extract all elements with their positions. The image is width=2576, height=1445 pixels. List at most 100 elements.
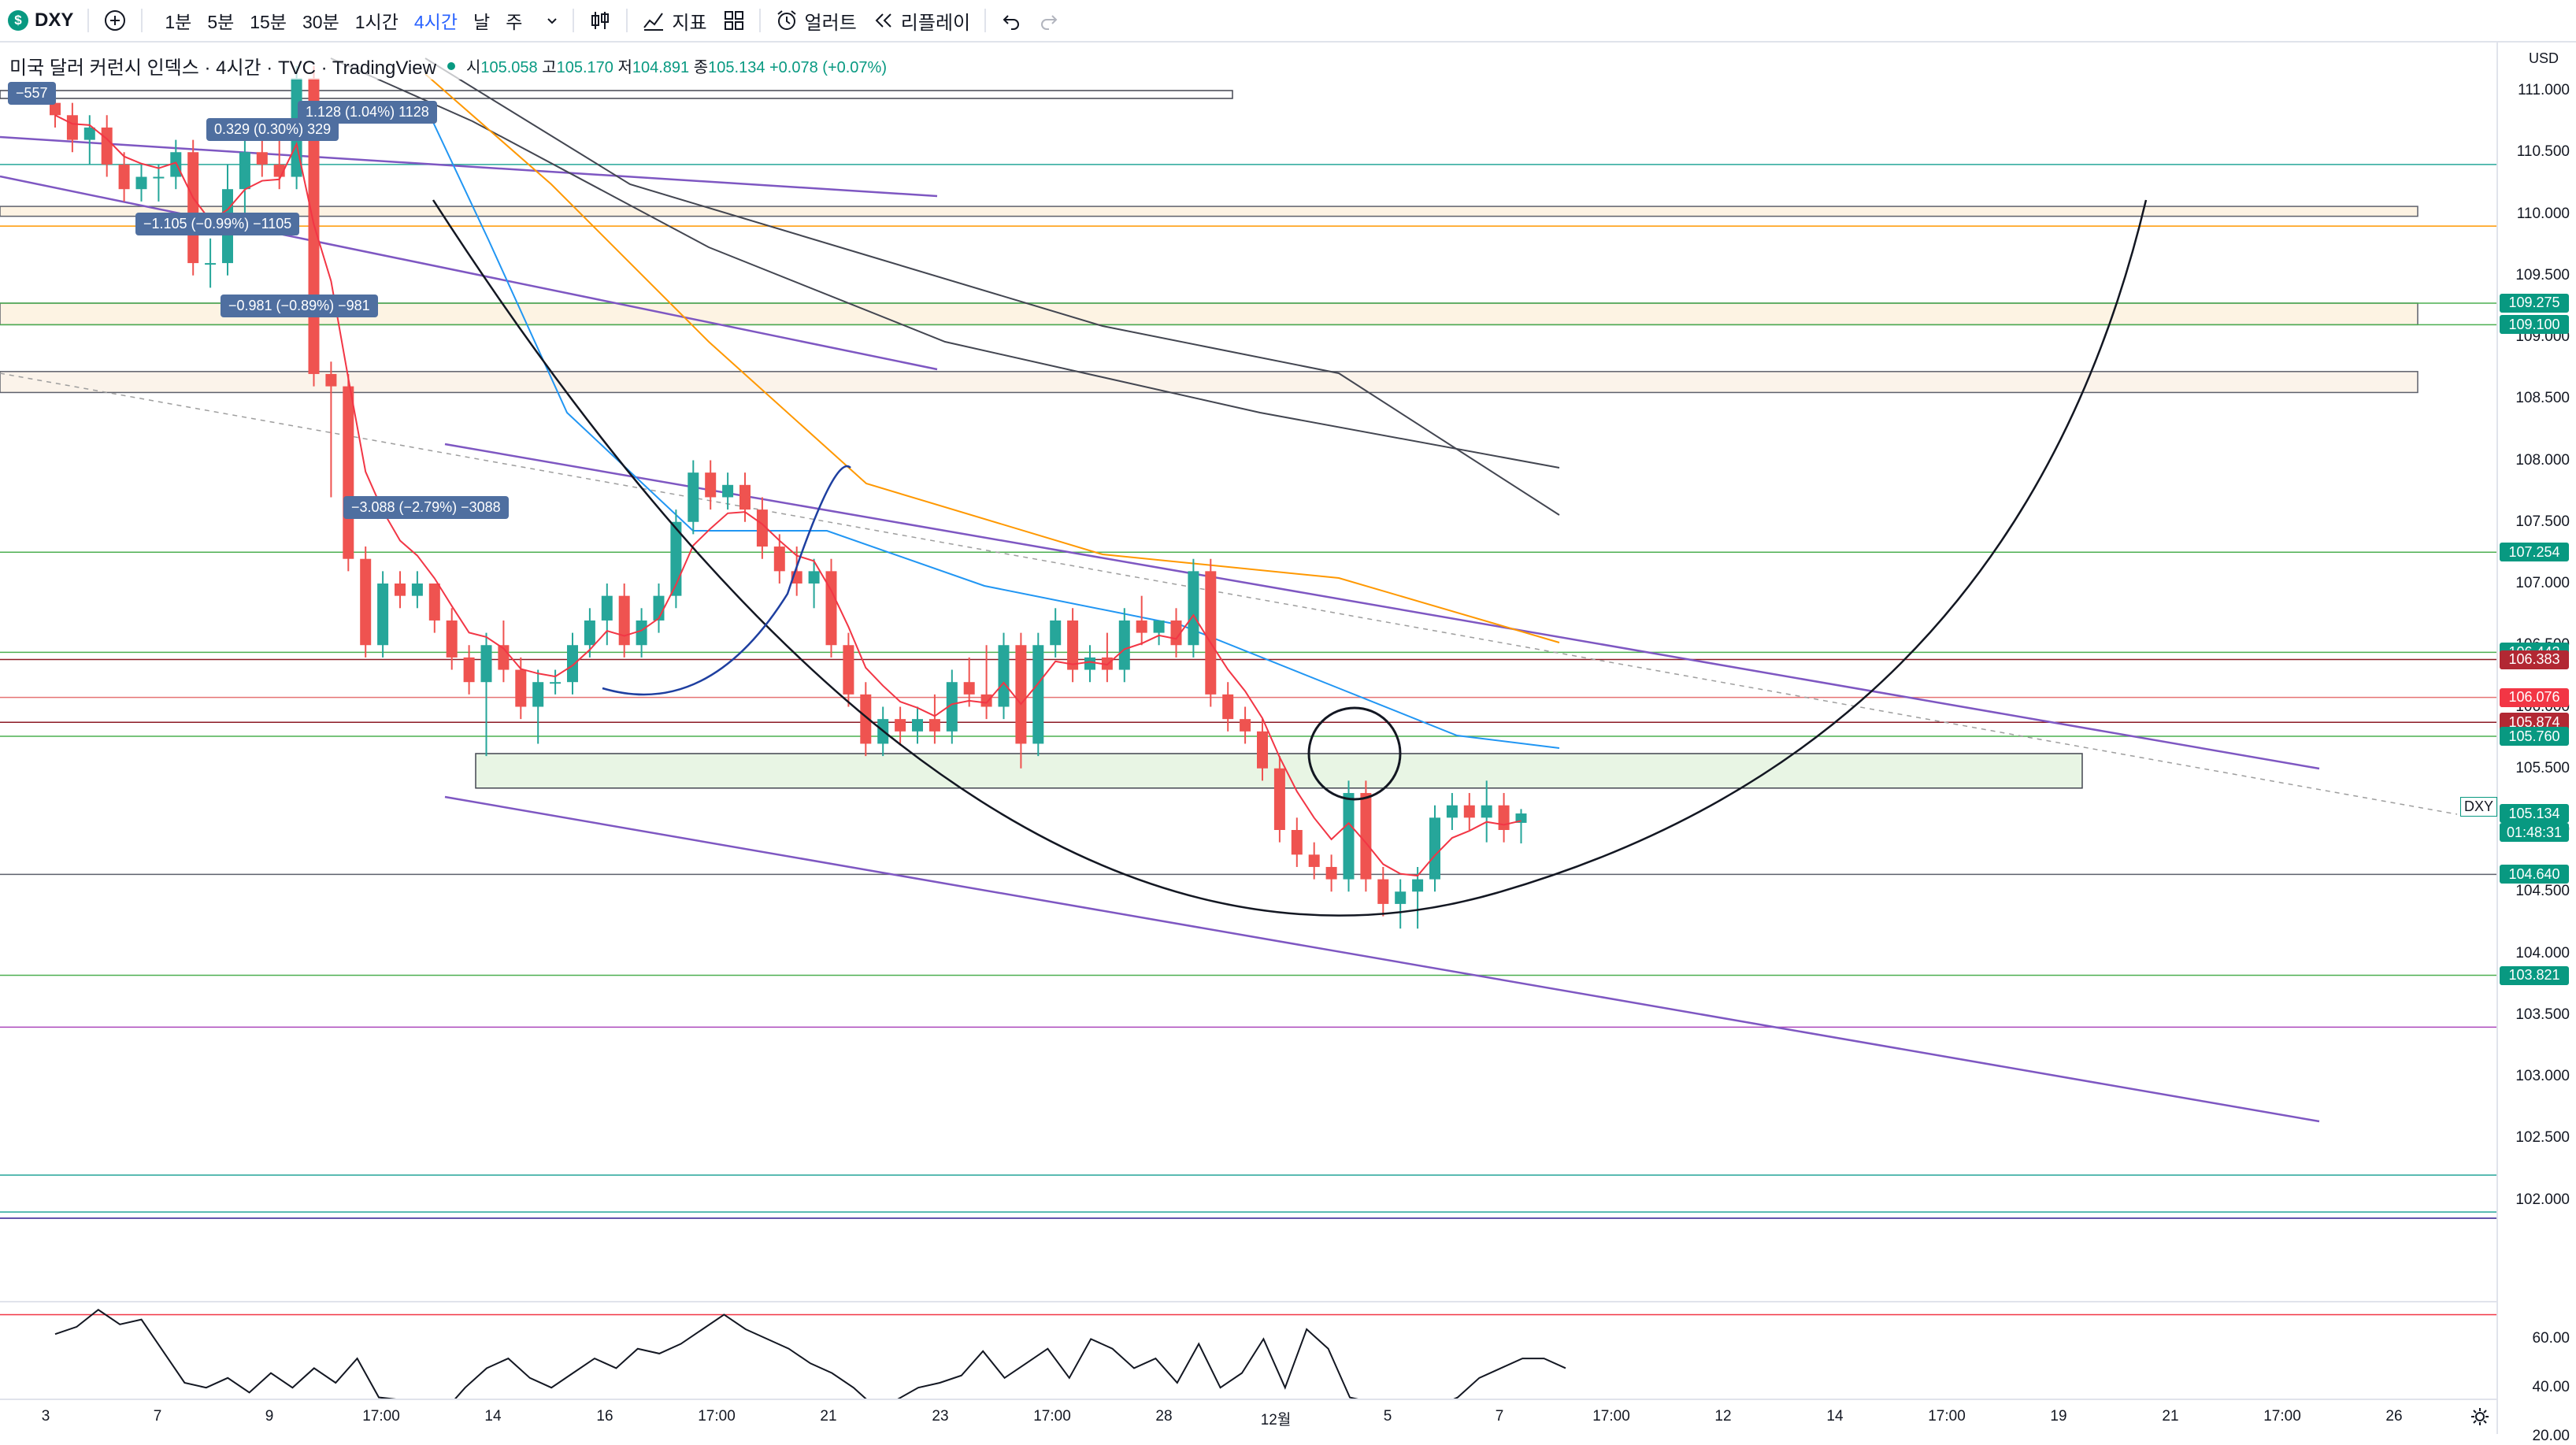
market-status-icon <box>447 61 455 70</box>
candle-body <box>1325 866 1337 880</box>
price-tick: 110.500 <box>2516 143 2570 161</box>
rsi-tick: 20.00 <box>2532 1428 2570 1444</box>
candle-body <box>739 484 751 510</box>
candle-body <box>256 152 268 165</box>
time-tick: 12 <box>1714 1408 1732 1425</box>
chevron-down-icon <box>547 18 558 24</box>
layouts-button[interactable] <box>715 0 753 41</box>
candle-body <box>325 373 337 387</box>
candle-body <box>808 571 820 584</box>
alarm-clock-icon <box>777 10 796 30</box>
candle-body <box>998 645 1010 707</box>
interval-5분[interactable]: 5분 <box>207 12 235 32</box>
open-key: 시 <box>465 59 481 76</box>
candle-body <box>83 127 95 140</box>
interval-1분[interactable]: 1분 <box>165 12 192 32</box>
candle-body <box>1205 571 1217 695</box>
interval-selector: 1분 5분 15분 30분 1시간 4시간 날 주 <box>149 0 538 41</box>
candle-body <box>377 584 389 646</box>
candle-body <box>1240 719 1251 732</box>
dollar-icon: $ <box>8 10 28 31</box>
candle-body <box>756 509 768 547</box>
interval-4시간[interactable]: 4시간 <box>413 12 458 32</box>
candle-body <box>1222 694 1234 720</box>
candle-body <box>135 176 147 190</box>
candle-body <box>1343 793 1355 880</box>
candle-body <box>153 176 165 179</box>
candle-body <box>1463 805 1475 818</box>
price-tick: 102.000 <box>2515 1191 2570 1208</box>
rsi-pane-separator[interactable] <box>0 1301 2496 1302</box>
price-tick: 104.000 <box>2515 944 2570 961</box>
measure-label[interactable]: −557 <box>8 82 56 105</box>
candle-body <box>1308 854 1320 867</box>
measure-label[interactable]: 0.329 (0.30%) 329 <box>206 118 339 141</box>
chart-type-button[interactable] <box>580 0 620 41</box>
time-tick: 17:00 <box>2263 1408 2301 1425</box>
time-tick: 14 <box>484 1408 502 1425</box>
interval-30분[interactable]: 30분 <box>302 12 339 32</box>
ema-20-line <box>424 105 1560 749</box>
interval-주[interactable]: 주 <box>506 12 523 32</box>
price-scale[interactable]: USD 111.000 110.500 110.000 109.500 109.000 1… <box>2496 43 2576 1444</box>
settings-gear-icon[interactable] <box>2470 1406 2490 1427</box>
price-tick: 105.500 <box>2515 759 2570 776</box>
indicators-button[interactable]: 지표 <box>634 0 714 41</box>
time-tick: 17:00 <box>1033 1408 1071 1425</box>
close-key: 종 <box>693 59 709 76</box>
divider <box>87 9 90 32</box>
candle-body <box>1446 805 1458 818</box>
measure-label[interactable]: −3.088 (−2.79%) −3088 <box>343 496 509 519</box>
price-chart[interactable] <box>0 43 2496 1434</box>
time-tick: 21 <box>2162 1408 2179 1425</box>
open-value: 105.058 <box>480 59 538 76</box>
interval-날[interactable]: 날 <box>473 12 491 32</box>
symbol-search[interactable]: $ DXY <box>0 0 81 41</box>
candle-body <box>567 645 578 683</box>
alert-button[interactable]: 얼러트 <box>767 0 865 41</box>
price-tick: 111.000 <box>2518 82 2570 98</box>
candle-body <box>1429 817 1440 880</box>
candle-body <box>446 620 458 658</box>
replay-button[interactable]: 리플레이 <box>865 0 978 41</box>
change-value: +0.078 (+0.07%) <box>769 59 887 76</box>
currency-label[interactable]: USD <box>2528 50 2559 66</box>
candle-body <box>1067 620 1079 670</box>
redo-button[interactable] <box>1030 0 1068 41</box>
trend-line <box>444 795 2320 1123</box>
time-tick: 23 <box>932 1408 949 1425</box>
compare-add-button[interactable] <box>95 0 135 41</box>
candle-body <box>66 115 78 140</box>
candle-body <box>1015 645 1027 744</box>
measure-label[interactable]: −1.105 (−0.99%) −1105 <box>135 213 300 235</box>
candle-body <box>946 682 958 732</box>
undo-button[interactable] <box>992 0 1030 41</box>
time-tick: 16 <box>596 1408 613 1425</box>
time-tick: 26 <box>2385 1408 2403 1425</box>
low-value: 104.891 <box>632 59 690 76</box>
time-tick: 7 <box>153 1408 162 1425</box>
time-axis[interactable]: 3 7 9 17:00 14 16 17:00 21 23 17:00 28 12월 5 7 17:00 12… <box>0 1399 2496 1436</box>
price-tick: 103.000 <box>2515 1068 2570 1084</box>
divider <box>984 9 987 32</box>
candle-body <box>170 152 182 177</box>
interval-15분[interactable]: 15분 <box>250 12 287 32</box>
time-tick: 17:00 <box>698 1408 736 1425</box>
high-value: 105.170 <box>556 59 613 76</box>
symbol-name: DXY <box>35 9 74 31</box>
candle-body <box>1257 731 1268 769</box>
chart-pane[interactable] <box>0 43 2496 1434</box>
support-resistance-zone <box>0 302 2418 326</box>
interval-dropdown-button[interactable] <box>538 0 566 41</box>
candle-body <box>463 657 475 683</box>
candle-body <box>480 645 492 683</box>
candle-body <box>1153 620 1165 633</box>
candle-body <box>411 584 423 596</box>
candle-body <box>118 164 130 190</box>
measure-label[interactable]: −0.981 (−0.89%) −981 <box>221 295 378 317</box>
interval-1시간[interactable]: 1시간 <box>354 12 398 32</box>
candle-body <box>1118 620 1130 670</box>
candle-body <box>618 595 630 646</box>
chart-legend: 미국 달러 커런시 인덱스 · 4시간 · TVC · TradingView … <box>9 52 887 80</box>
replay-label: 리플레이 <box>900 12 971 34</box>
